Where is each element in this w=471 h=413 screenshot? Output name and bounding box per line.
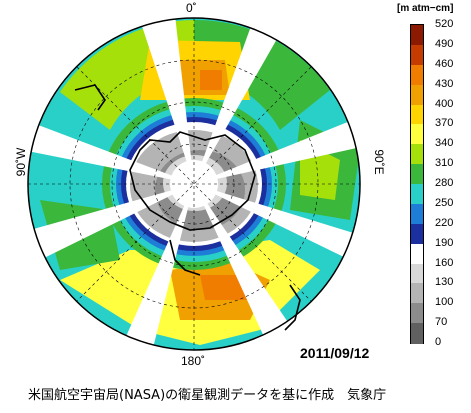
colorbar-unit: [m atm−cm]: [397, 3, 454, 14]
colorbar-tick-label: 100: [435, 296, 454, 309]
colorbar-segment: [411, 144, 423, 165]
data-credit: 米国航空宇宙局(NASA)の衛星観測データを基に作成 気象庁: [28, 388, 387, 403]
colorbar-segment: [411, 263, 423, 284]
colorbar-segment: [411, 104, 423, 125]
colorbar-segment: [411, 164, 423, 185]
colorbar-tick-label: 430: [435, 77, 454, 90]
colorbar-tick-label: 160: [435, 256, 454, 269]
colorbar-tick-label: 250: [435, 196, 454, 209]
colorbar-segment: [411, 25, 423, 46]
colorbar-segment: [411, 64, 423, 86]
colorbar-tick-label: 280: [435, 177, 454, 189]
colorbar-tick-label: 70: [435, 316, 448, 329]
colorbar-tick-label: 130: [435, 276, 454, 289]
longitude-label-bottom: 180˚: [181, 354, 206, 368]
coastlines: [74, 84, 301, 331]
colorbar-segment: [411, 44, 423, 66]
colorbar-tick-label: 400: [435, 97, 454, 110]
colorbar-segment: [411, 303, 423, 324]
colorbar-segment: [411, 203, 423, 225]
colorbar-segment: [411, 283, 423, 304]
longitude-label-left: 90˚W: [14, 147, 28, 177]
colorbar-segment: [411, 124, 423, 145]
colorbar-segment: [411, 84, 423, 105]
colorbar-tick-label: 220: [435, 216, 454, 229]
colorbar: [410, 24, 424, 344]
colorbar-tick-label: 370: [435, 117, 454, 130]
colorbar-tick-label: 0: [435, 336, 442, 348]
colorbar-tick-label: 310: [435, 157, 454, 170]
map-border: [27, 17, 361, 351]
colorbar-tick-label: 520: [435, 18, 454, 30]
colorbar-segment: [411, 323, 423, 344]
colorbar-segment: [411, 223, 423, 245]
longitude-label-top: 0˚: [186, 1, 197, 15]
longitude-label-right: 90˚E: [372, 149, 386, 175]
ozone-field: [28, 18, 360, 350]
colorbar-segment: [411, 243, 423, 264]
graticule: [28, 18, 360, 350]
colorbar-tick-label: 460: [435, 57, 454, 70]
observation-date: 2011/09/12: [300, 345, 370, 361]
colorbar-tick-label: 340: [435, 137, 454, 150]
colorbar-tick-label: 190: [435, 236, 454, 249]
colorbar-segment: [411, 184, 423, 205]
colorbar-tick-label: 490: [435, 37, 454, 50]
